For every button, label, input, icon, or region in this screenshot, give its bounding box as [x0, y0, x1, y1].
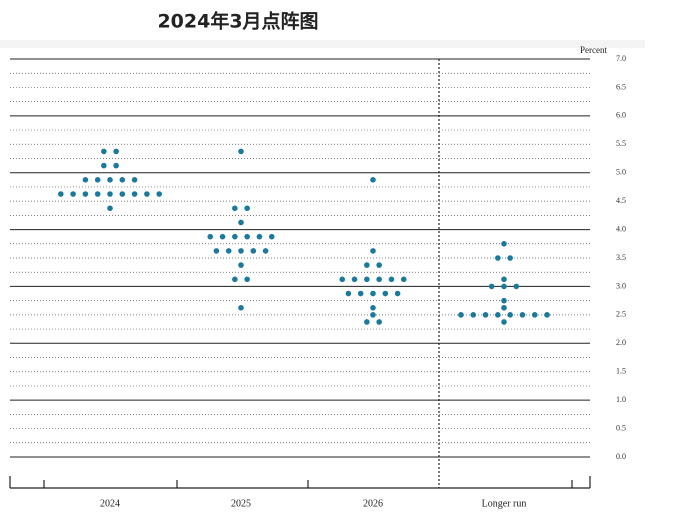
header-shadow: [0, 40, 645, 48]
dot: [495, 255, 501, 261]
dot: [238, 219, 244, 226]
dot: [101, 148, 107, 155]
dot: [250, 248, 257, 254]
dot: [376, 262, 382, 268]
dot: [219, 233, 226, 240]
dot: [119, 191, 126, 197]
y-tick-label: 4.0: [616, 224, 626, 233]
dot: [225, 248, 232, 254]
x-tick-label: 2024: [100, 498, 120, 509]
dot: [101, 162, 107, 169]
dot: [113, 162, 119, 169]
dot: [364, 262, 370, 268]
dot: [144, 191, 150, 197]
y-tick-label: 7.0: [616, 54, 626, 63]
dot: [232, 205, 238, 212]
dot: [364, 276, 370, 283]
y-tick-label: 6.0: [616, 111, 626, 120]
dot: [370, 177, 376, 183]
dot: [364, 319, 370, 325]
dot: [376, 276, 382, 283]
y-tick-label: 5.0: [616, 168, 626, 177]
dot: [262, 248, 269, 254]
dot: [70, 191, 76, 197]
dot: [113, 148, 119, 155]
dot: [82, 191, 89, 197]
y-tick-label: 3.0: [616, 281, 626, 290]
x-tick-label: Longer run: [482, 498, 527, 509]
dot: [376, 319, 382, 325]
chart-title: 2024年3月点阵图: [157, 10, 318, 33]
dot: [370, 290, 376, 297]
dot: [238, 248, 244, 254]
dot: [238, 304, 244, 311]
dot: [232, 276, 238, 283]
dot: [501, 240, 507, 247]
dot: [131, 191, 138, 197]
dot: [507, 312, 513, 318]
dot: [207, 233, 214, 240]
dot: [501, 276, 507, 283]
dot: [119, 177, 126, 183]
dot: [131, 177, 138, 183]
y-tick-label: 4.5: [616, 196, 626, 205]
dot: [488, 283, 495, 290]
x-axis-ticks: [9, 476, 591, 488]
y-tick-label: 6.5: [616, 82, 626, 91]
y-unit-label: Percent: [580, 45, 607, 55]
dot: [544, 312, 550, 318]
dot: [400, 276, 407, 283]
dot: [382, 290, 389, 297]
dot: [388, 276, 395, 283]
dot: [470, 312, 477, 318]
x-tick-label: 2026: [363, 498, 383, 509]
y-tick-label: 0.0: [616, 452, 626, 461]
y-tick-label: 3.5: [616, 253, 626, 262]
dot: [519, 312, 526, 318]
dot: [351, 276, 358, 283]
dot: [94, 177, 101, 183]
dot: [107, 205, 113, 212]
dot: [507, 255, 513, 261]
dot: [458, 312, 464, 318]
y-tick-label: 1.5: [616, 367, 626, 376]
dot: [501, 297, 507, 304]
dot: [370, 312, 376, 318]
dot: [370, 248, 376, 254]
y-tick-label: 2.5: [616, 310, 626, 319]
dot: [513, 283, 520, 290]
dot: [58, 191, 64, 197]
dot: [238, 148, 244, 155]
y-tick-label: 0.5: [616, 423, 626, 432]
dot: [213, 248, 220, 254]
dot: [107, 191, 113, 197]
dot: [244, 233, 250, 240]
dot: [501, 283, 507, 290]
dot: [268, 233, 275, 240]
y-tick-label: 2.0: [616, 338, 626, 347]
dot: [156, 191, 162, 197]
dot: [394, 290, 401, 297]
dot: [244, 276, 250, 283]
y-tick-label: 5.5: [616, 139, 626, 148]
dot: [531, 312, 538, 318]
dot: [345, 290, 352, 297]
dot: [94, 191, 101, 197]
dot: [501, 319, 507, 325]
dot: [370, 304, 376, 311]
dot: [357, 290, 364, 297]
dot: [339, 276, 346, 283]
dot: [82, 177, 89, 183]
x-tick-label: 2025: [231, 498, 251, 509]
dot: [482, 312, 489, 318]
dot: [107, 177, 113, 183]
dot: [256, 233, 263, 240]
dot: [238, 262, 244, 268]
y-tick-label: 1.0: [616, 395, 626, 404]
dot: [244, 205, 250, 212]
dot: [232, 233, 238, 240]
dot: [495, 312, 501, 318]
dot: [501, 304, 507, 311]
